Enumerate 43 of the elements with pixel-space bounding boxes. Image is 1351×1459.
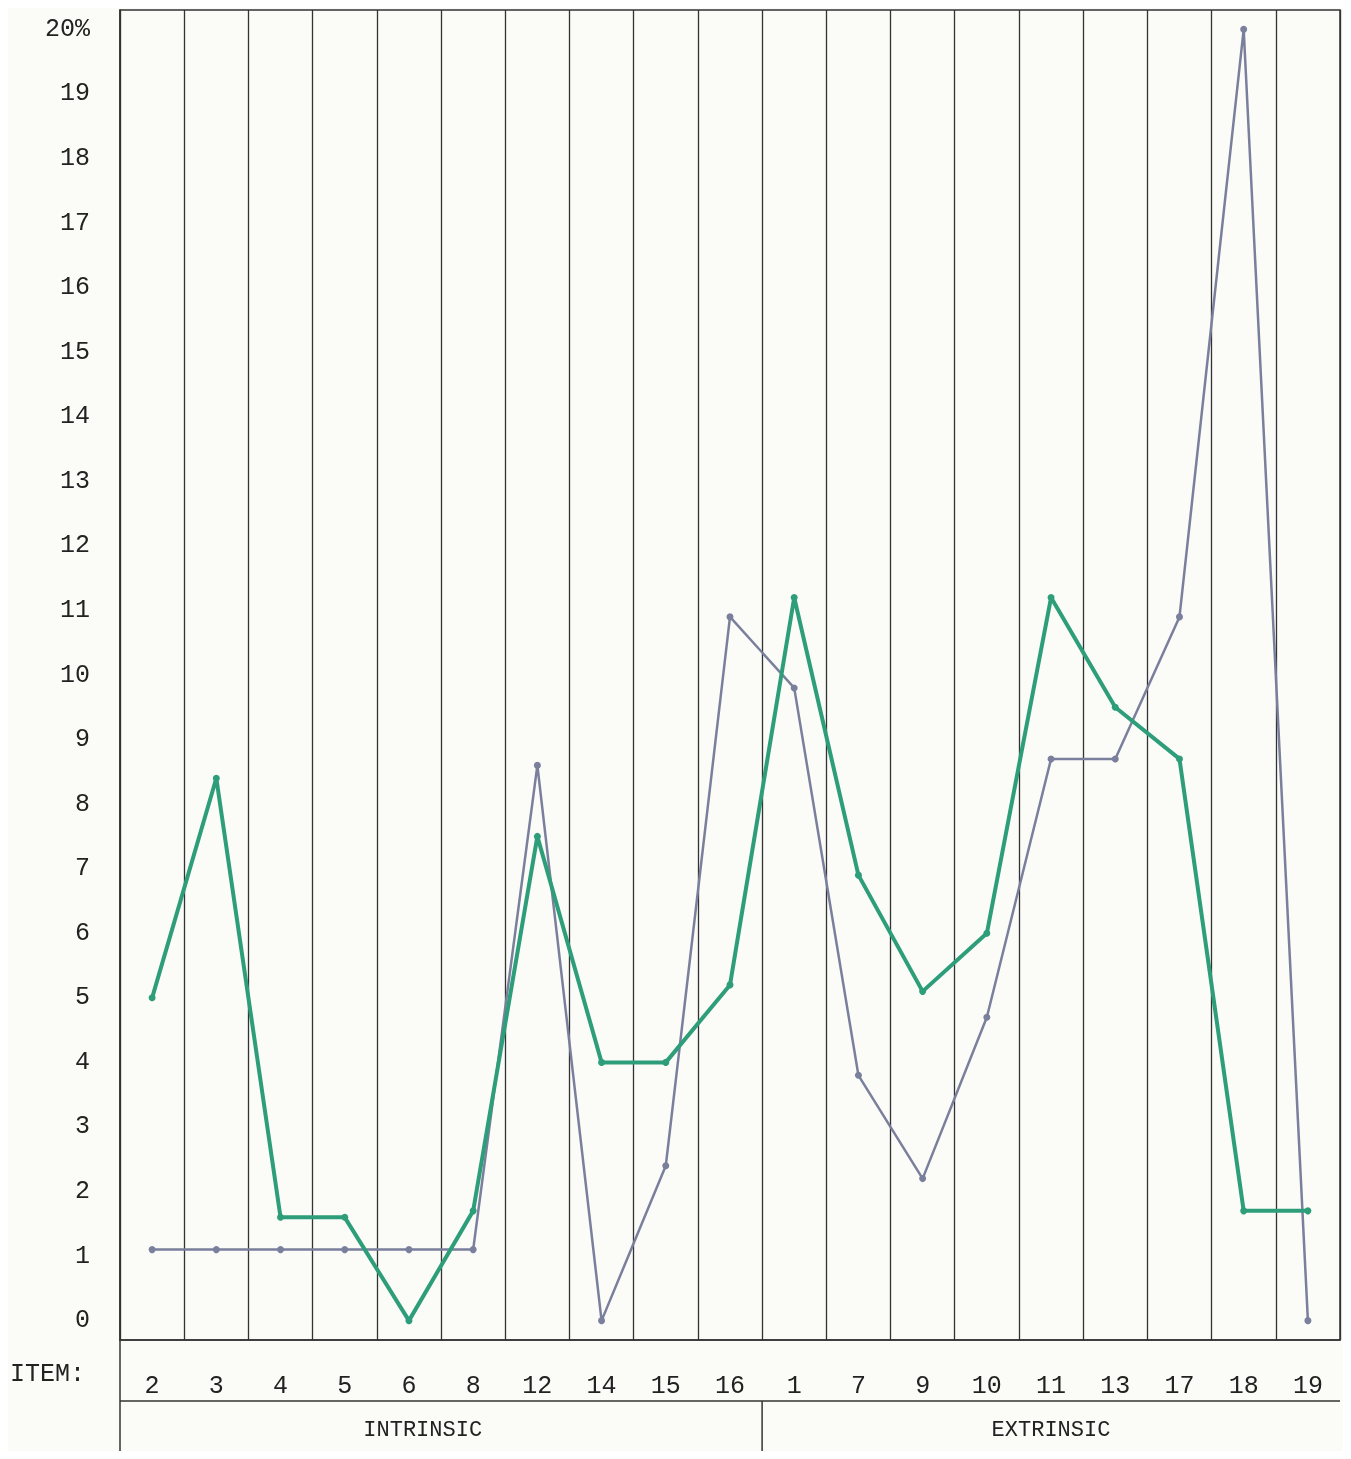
- x-tick-label: 16: [714, 1372, 746, 1401]
- x-tick-label: 6: [401, 1372, 417, 1401]
- text: INTRINSIC: [363, 1417, 483, 1443]
- x-tick-label: 13: [1100, 1372, 1131, 1401]
- y-tick-label: 15: [59, 337, 90, 367]
- y-tick-label: 17: [59, 208, 90, 238]
- y-tick-label: 16: [59, 273, 90, 303]
- y-tick-label: 10: [59, 660, 90, 690]
- y-tick-label: 5: [74, 983, 90, 1013]
- y-tick-label: 12: [59, 531, 90, 561]
- y-tick-label: 3: [74, 1112, 90, 1142]
- y-tick-label: 4: [74, 1047, 90, 1077]
- y-tick-label: 11: [59, 595, 90, 625]
- x-tick-label: 7: [850, 1372, 866, 1401]
- y-tick-label: 9: [74, 725, 90, 755]
- x-tick-label: 17: [1164, 1372, 1195, 1401]
- y-tick-label: 14: [59, 402, 90, 432]
- x-tick-label: 9: [915, 1372, 931, 1401]
- y-tick-label: 1: [74, 1241, 90, 1271]
- y-tick-label: 13: [59, 466, 90, 496]
- y-tick-label: 2: [74, 1177, 90, 1206]
- x-tick-label: 5: [337, 1372, 353, 1401]
- y-tick-label: 20%: [44, 14, 91, 44]
- x-tick-label: 15: [650, 1372, 681, 1401]
- x-tick-label: 2: [144, 1372, 160, 1401]
- x-tick-label: 1: [786, 1372, 802, 1401]
- y-tick-label: 19: [59, 79, 90, 109]
- x-tick-label: 11: [1036, 1372, 1067, 1401]
- y-tick-label: 7: [74, 854, 90, 884]
- y-tick-label: 8: [74, 789, 90, 819]
- x-tick-label: 3: [208, 1372, 224, 1401]
- x-tick-label: 12: [522, 1372, 553, 1401]
- y-tick-label: 18: [59, 144, 90, 173]
- x-tick-label: 8: [465, 1372, 481, 1401]
- x-tick-label: 10: [971, 1372, 1002, 1401]
- x-tick-label: 19: [1292, 1372, 1323, 1401]
- x-tick-label: 14: [586, 1372, 617, 1401]
- x-axis-title: ITEM:: [10, 1360, 86, 1389]
- x-tick-label: 18: [1228, 1372, 1259, 1401]
- y-tick-label: 0: [74, 1306, 90, 1336]
- y-tick-label: 6: [74, 918, 90, 948]
- text: EXTRINSIC: [991, 1417, 1111, 1443]
- x-tick-label: 4: [273, 1372, 289, 1401]
